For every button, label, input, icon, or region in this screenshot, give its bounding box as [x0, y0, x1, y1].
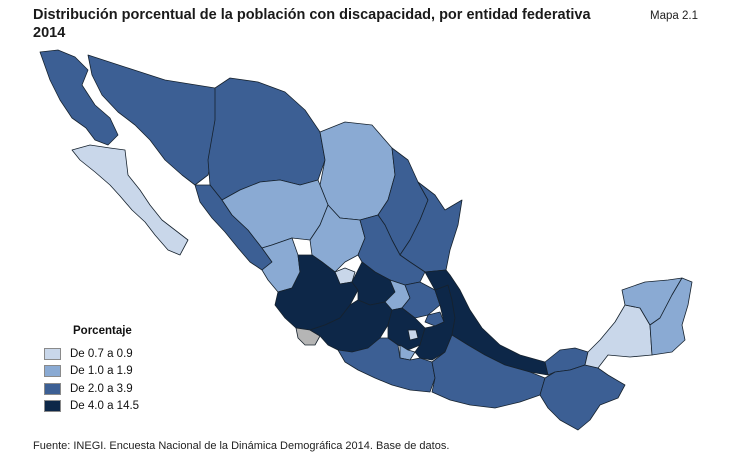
legend-label: De 0.7 a 0.9 — [70, 347, 133, 360]
state-coahuila[interactable] — [319, 121, 396, 221]
map-title: Distribución porcentual de la población … — [33, 7, 591, 41]
legend-item: De 1.0 a 1.9 — [44, 363, 139, 381]
legend-swatch — [44, 365, 61, 378]
state-ciudad-de-mexico[interactable] — [407, 329, 419, 341]
state-baja-california-sur[interactable] — [71, 144, 189, 256]
state-guerrero[interactable] — [337, 337, 436, 393]
legend-label: De 4.0 a 14.5 — [70, 400, 140, 413]
legend-title: Porcentaje — [73, 325, 132, 337]
map-code: Mapa 2.1 — [650, 10, 698, 22]
legend-item: De 2.0 a 3.9 — [44, 380, 139, 398]
legend: Porcentaje De 0.7 a 0.9 De 1.0 a 1.9 De 2.… — [44, 325, 139, 415]
legend-swatch — [44, 382, 61, 395]
legend-label: De 1.0 a 1.9 — [70, 365, 133, 378]
source-note: Fuente: INEGI. Encuesta Nacional de la D… — [33, 440, 450, 452]
state-campeche[interactable] — [584, 304, 653, 369]
legend-label: De 2.0 a 3.9 — [70, 382, 133, 395]
legend-swatch — [44, 400, 61, 413]
state-baja-california[interactable] — [39, 49, 119, 146]
legend-items: De 0.7 a 0.9 De 1.0 a 1.9 De 2.0 a 3.9 De 4… — [44, 345, 139, 415]
legend-item: De 0.7 a 0.9 — [44, 345, 139, 363]
state-sonora[interactable] — [87, 54, 219, 186]
legend-item: De 4.0 a 14.5 — [44, 398, 139, 416]
legend-swatch — [44, 347, 61, 360]
state-quintana-roo[interactable] — [649, 277, 693, 356]
state-chiapas[interactable] — [539, 364, 626, 431]
